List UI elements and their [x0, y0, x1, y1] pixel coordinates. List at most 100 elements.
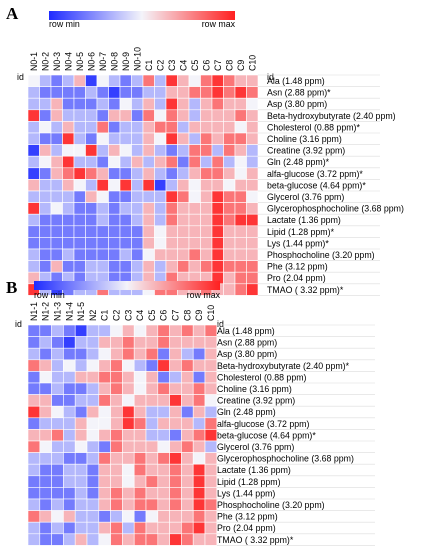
panel-a-cell-r16-c10: [246, 248, 259, 261]
panel-a-cell-r2-n0-10: [131, 86, 144, 99]
panel-a-cell-r16-n0-1: [27, 248, 40, 261]
panel-b-cell-r6-n1-5: [74, 382, 88, 395]
panel-a-cell-r16-n0-5: [73, 248, 86, 261]
panel-a-cell-r8-c6: [200, 155, 213, 169]
panel-a-cell-r13-c7: [211, 213, 224, 227]
panel-a-cell-r10-c1: [142, 179, 155, 192]
panel-b-cell-r8-n1-1: [27, 405, 41, 419]
panel-a-cell-r2-c10: [246, 86, 259, 99]
panel-a-cell-r2-c3: [165, 86, 178, 99]
panel-b-cell-r11-c9: [192, 440, 206, 453]
panel-b-cell-r7-n1-1: [27, 394, 41, 407]
panel-a-cell-r14-c2: [154, 225, 167, 238]
panel-a-cell-r2-n0-8: [108, 86, 121, 99]
panel-a-cell-r12-c6: [200, 202, 213, 215]
panel-a-cell-r11-n0-2: [39, 190, 52, 203]
panel-a-cell-r6-c7: [211, 132, 224, 145]
panel-a-cell-r9-n0-6: [85, 167, 98, 180]
panel-a-cell-r1-c2: [154, 74, 167, 87]
panel-a-cell-r8-n0-3: [50, 155, 63, 169]
panel-b-cell-r14-n1-4: [63, 475, 76, 488]
panel-a-cell-r5-c6: [200, 121, 213, 134]
panel-a-cell-r11-n0-6: [85, 190, 98, 203]
panel-b-row-label-lys-1-44-ppm: Lys (1.44 ppm): [217, 488, 275, 498]
panel-b-id-row-label: id: [217, 319, 224, 329]
panel-b-cell-r19-c5: [145, 533, 159, 546]
panel-b-cell-r19-n1-3: [51, 533, 64, 546]
panel-a-cell-r7-n0-8: [108, 144, 121, 157]
panel-b-cell-r19-n1-1: [27, 533, 41, 546]
panel-a-cell-r7-n0-5: [73, 144, 86, 157]
panel-b-cell-r11-c1: [98, 440, 111, 453]
panel-a-cell-r13-c6: [200, 213, 213, 227]
panel-b-cell-r7-c9: [192, 394, 206, 407]
panel-a-cell-r15-n0-2: [39, 237, 52, 250]
panel-b-cell-r4-n1-2: [39, 359, 52, 372]
panel-b-col-label-n1-5: N1-5: [76, 302, 86, 321]
panel-a-cell-r18-c9: [234, 271, 247, 285]
panel-a-cell-r13-n0-10: [131, 213, 144, 227]
panel-b-row-label-tmao-3-32-ppm: TMAO ( 3.32 ppm)*: [217, 535, 294, 545]
panel-a-cell-r15-c4: [177, 237, 190, 250]
panel-a-row-label-choline-3-16-ppm: Choline (3.16 ppm): [267, 134, 342, 144]
panel-b-cell-r10-c9: [192, 429, 206, 442]
panel-a-cell-r2-c4: [177, 86, 190, 99]
panel-b-cell-r12-n1-1: [27, 452, 41, 465]
panel-b-cell-r18-c4: [133, 521, 147, 535]
panel-b-cell-r1-c5: [145, 324, 159, 337]
panel-b-cell-r13-n1-5: [74, 463, 88, 477]
panel-b-cell-r17-n1-2: [39, 510, 52, 523]
panel-a-cell-r10-n0-3: [50, 179, 63, 192]
panel-b-cell-r9-n1-3: [51, 417, 64, 430]
panel-a-cell-r3-n0-3: [50, 97, 63, 111]
panel-a-cell-r12-c3: [165, 202, 178, 215]
panel-a-col-label-c10: C10: [247, 55, 257, 71]
panel-b-cell-r19-c6: [157, 533, 170, 546]
panel-a-col-label-n0-1: N0-1: [29, 52, 39, 71]
panel-a-cell-r16-n0-6: [85, 248, 98, 261]
panel-b-cell-r13-c1: [98, 463, 111, 477]
panel-a-cell-r13-c2: [154, 213, 167, 227]
panel-b-cell-r4-c6: [157, 359, 170, 372]
panel-a-cell-r10-c9: [234, 179, 247, 192]
panel-b-cell-r10-c5: [145, 429, 159, 442]
panel-b-row-label-glycerophosphocholine-3-68-ppm: Glycerophosphocholine (3.68 ppm): [217, 454, 354, 464]
panel-b-cell-r4-n1-3: [51, 359, 64, 372]
panel-b-cell-r11-n1-2: [39, 440, 52, 453]
panel-a-cell-r14-n0-3: [50, 225, 63, 238]
panel-a-cell-r6-n0-8: [108, 132, 121, 145]
panel-b-row-label-lactate-1-36-ppm: Lactate (1.36 ppm): [217, 465, 291, 475]
panel-b-cell-r19-n1-2: [39, 533, 52, 546]
panel-a-row-label-phe-3-12-ppm: Phe (3.12 ppm): [267, 262, 328, 272]
panel-b-cell-r15-n1-5: [74, 487, 88, 500]
panel-b-cell-r19-c2: [110, 533, 123, 546]
panel-b-cell-r14-c10: [204, 475, 218, 488]
panel-a-cell-r14-c4: [177, 225, 190, 238]
panel-a-cell-r7-c7: [211, 144, 224, 157]
panel-a-cell-r17-c1: [142, 260, 155, 273]
panel-a-cell-r1-n0-10: [131, 74, 144, 87]
panel-a-cell-r10-n0-2: [39, 179, 52, 192]
panel-a-cell-r17-n0-8: [108, 260, 121, 273]
panel-b-row-label-choline-3-16-ppm: Choline (3.16 ppm): [217, 384, 292, 394]
panel-a-cell-r1-n0-8: [108, 74, 121, 87]
panel-a-cell-r2-n0-4: [62, 86, 75, 99]
panel-a-cell-r10-n0-5: [73, 179, 86, 192]
panel-b-cell-r4-n1-4: [63, 359, 76, 372]
panel-a-cell-r17-c9: [234, 260, 247, 273]
panel-a-cell-r12-n0-10: [131, 202, 144, 215]
panel-b-cell-r6-n1-3: [51, 382, 64, 395]
panel-b-cell-r2-c7: [169, 336, 182, 349]
panel-a-cell-r6-n0-1: [27, 132, 40, 145]
panel-a-cell-r17-n0-2: [39, 260, 52, 273]
panel-b-cell-r1-c1: [98, 324, 111, 337]
panel-a-col-label-c9: C9: [236, 60, 246, 71]
panel-a-cell-r8-n0-9: [119, 155, 132, 169]
panel-b-cell-r1-c10: [204, 324, 218, 337]
panel-a-cell-r13-n0-8: [108, 213, 121, 227]
panel-b-cell-r16-n2: [86, 498, 100, 511]
panel-a-cell-r13-n0-6: [85, 213, 98, 227]
panel-a-cell-r6-n0-4: [62, 132, 75, 145]
panel-a-cell-r6-c2: [154, 132, 167, 145]
panel-b-cell-r7-n2: [86, 394, 100, 407]
